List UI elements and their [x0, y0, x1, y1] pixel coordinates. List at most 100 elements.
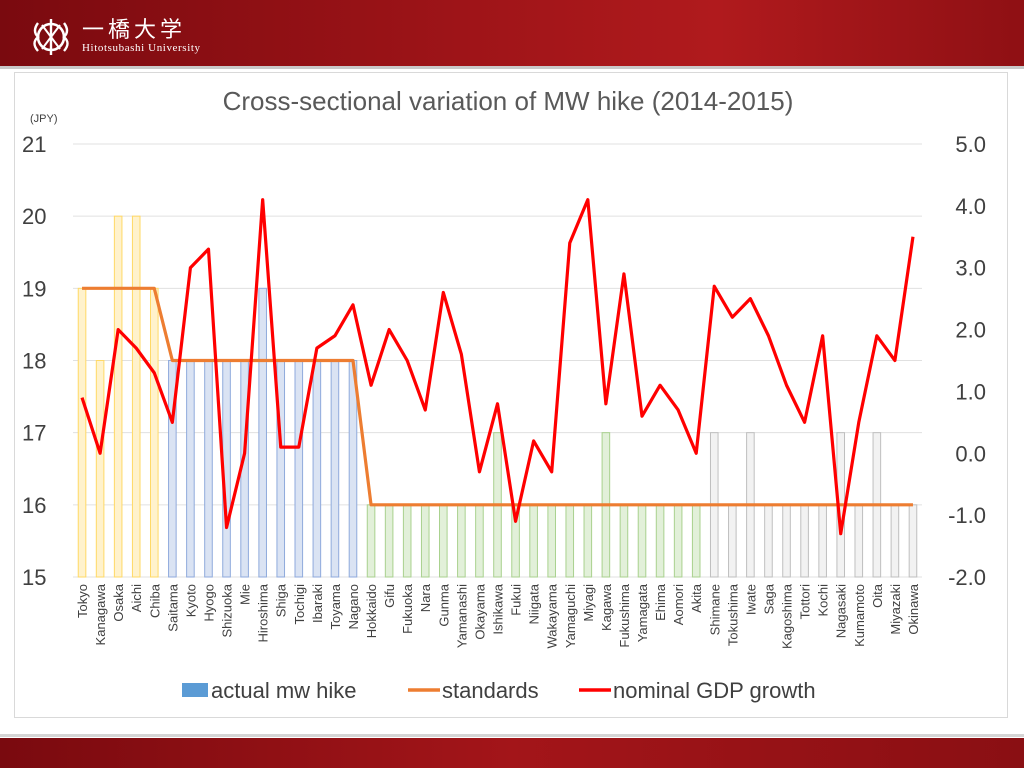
- x-axis-tick-label: Saga: [761, 583, 776, 614]
- bar-hiroshima: [258, 287, 267, 578]
- bar-saga: [764, 504, 773, 578]
- x-axis-tick-label: Kochi: [816, 584, 831, 617]
- bar-wakayama: [547, 504, 556, 578]
- footer-divider: [0, 734, 1024, 737]
- bar-miyazaki: [890, 504, 900, 578]
- x-axis-tick-label: Yamagata: [635, 583, 650, 642]
- y-axis-tick-label: 15: [22, 565, 46, 590]
- x-axis-tick-label: Hokkaido: [364, 584, 379, 638]
- y-axis-tick-label: 16: [22, 493, 46, 518]
- bar-okayama: [475, 504, 484, 578]
- x-axis-tick-label: Niigata: [527, 583, 542, 624]
- y-axis-tick-label: 21: [22, 132, 46, 157]
- x-axis-tick-label: Ishikawa: [491, 583, 506, 634]
- legend-label-actual-mw-hike: actual mw hike: [211, 678, 357, 703]
- x-axis-tick-label: Yamaguchi: [563, 584, 578, 648]
- x-axis-tick-label: Iwate: [743, 584, 758, 615]
- y2-axis-tick-label: 3.0: [955, 256, 986, 281]
- y2-axis-tick-label: 2.0: [955, 318, 986, 343]
- y2-axis-tick-label: 0.0: [955, 441, 986, 466]
- gdp-growth-line: [80, 198, 915, 536]
- y-axis-tick-label: 18: [22, 349, 46, 374]
- bar-tokushima: [728, 504, 737, 578]
- bar-hokkaido: [366, 504, 376, 578]
- bar-yamanashi: [457, 504, 466, 578]
- y2-axis-tick-label: 4.0: [955, 194, 986, 219]
- legend-label-standards: standards: [442, 678, 539, 703]
- bar-tokyo: [77, 287, 87, 578]
- x-axis-tick-label: Nagano: [346, 584, 361, 630]
- x-axis-tick-label: Kyoto: [183, 584, 198, 617]
- chart-frame: [14, 72, 1008, 718]
- x-axis-tick-label: Mie: [238, 584, 253, 605]
- x-axis-tick-label: Shimane: [707, 584, 722, 635]
- x-axis-tick-label: Oita: [870, 583, 885, 608]
- x-axis-tick-label: Kagawa: [599, 583, 614, 631]
- x-axis-tick-label: Yamanashi: [454, 584, 469, 648]
- y2-axis-tick-label: -1.0: [948, 503, 986, 528]
- x-axis-tick-label: Tottori: [798, 584, 813, 620]
- bar-chiba: [149, 287, 159, 578]
- bar-kumamoto: [854, 504, 864, 578]
- legend-swatch-actual-mw-hike: [182, 683, 208, 697]
- x-axis-tick-label: Kanagawa: [93, 583, 108, 645]
- bar-okinawa: [908, 504, 918, 578]
- legend-label-gdp-growth: nominal GDP growth: [613, 678, 816, 703]
- x-axis-tick-label: Shiga: [274, 583, 289, 617]
- bar-akita: [691, 504, 701, 578]
- x-axis-tick-label: Kagoshima: [780, 583, 795, 649]
- bar-gifu: [384, 504, 394, 578]
- bar-kagoshima: [782, 504, 791, 578]
- y2-axis-tick-label: 5.0: [955, 132, 986, 157]
- x-axis-tick-label: Tokyo: [75, 584, 90, 618]
- bar-fukuoka: [402, 504, 412, 578]
- x-axis-tick-label: Fukushima: [617, 583, 632, 647]
- y2-axis-tick-label: -2.0: [948, 565, 986, 590]
- bar-osaka: [113, 215, 123, 578]
- header-banner: 一橋大学 Hitotsubashi University: [0, 0, 1024, 66]
- x-axis-tick-label: Miyagi: [581, 584, 596, 622]
- y-axis-unit-label: (JPY): [30, 113, 58, 125]
- x-axis-tick-label: Nara: [418, 583, 433, 612]
- bar-yamagata: [637, 504, 647, 578]
- bar-gunma: [439, 504, 448, 578]
- x-axis-tick-label: Okayama: [472, 583, 487, 639]
- y-axis-tick-label: 17: [22, 421, 46, 446]
- x-axis-tick-label: Ibaraki: [310, 584, 325, 623]
- y2-axis-tick-label: 1.0: [955, 379, 986, 404]
- x-axis-tick-label: Tokushima: [725, 583, 740, 646]
- x-axis-tick-label: Tochigi: [292, 584, 307, 625]
- x-axis-tick-label: Miyazaki: [888, 584, 903, 635]
- bar-kochi: [818, 504, 827, 578]
- x-axis-tick-label: Toyama: [328, 583, 343, 629]
- bar-ehima: [655, 504, 665, 578]
- x-axis-tick-label: Hyogo: [201, 584, 216, 622]
- x-axis-tick-label: Osaka: [111, 583, 126, 621]
- x-axis-tick-label: Kumamoto: [852, 584, 867, 647]
- x-axis-tick-label: Saitama: [165, 583, 180, 631]
- university-name-japanese: 一橋大学: [82, 18, 187, 43]
- bar-kyoto: [186, 360, 195, 578]
- bar-niigata: [529, 504, 538, 578]
- x-axis-tick-label: Fukui: [509, 584, 524, 616]
- bar-hyogo: [204, 360, 213, 578]
- bar-yamaguchi: [565, 504, 575, 578]
- x-axis-tick-label: Aichi: [129, 584, 144, 612]
- footer-banner: [0, 738, 1024, 768]
- x-axis-tick-label: Gifu: [382, 584, 397, 608]
- x-axis-tick-label: Chiba: [147, 583, 162, 618]
- x-axis-tick-label: Gunma: [436, 583, 451, 626]
- bar-toyama: [330, 360, 340, 578]
- x-axis-tick-label: Okinawa: [906, 583, 921, 634]
- bar-tochigi: [294, 360, 304, 578]
- bar-aichi: [131, 215, 141, 578]
- x-axis-tick-label: Hiroshima: [256, 583, 271, 642]
- x-axis-tick-label: Nagasaki: [834, 584, 849, 638]
- bar-fukushima: [619, 504, 629, 578]
- chart-title: Cross-sectional variation of MW hike (20…: [223, 86, 794, 116]
- bar-tottori: [800, 504, 809, 578]
- bar-miyagi: [583, 504, 593, 578]
- y-axis-tick-label: 19: [22, 276, 46, 301]
- header-divider: [0, 66, 1024, 69]
- university-emblem-icon: [33, 19, 69, 55]
